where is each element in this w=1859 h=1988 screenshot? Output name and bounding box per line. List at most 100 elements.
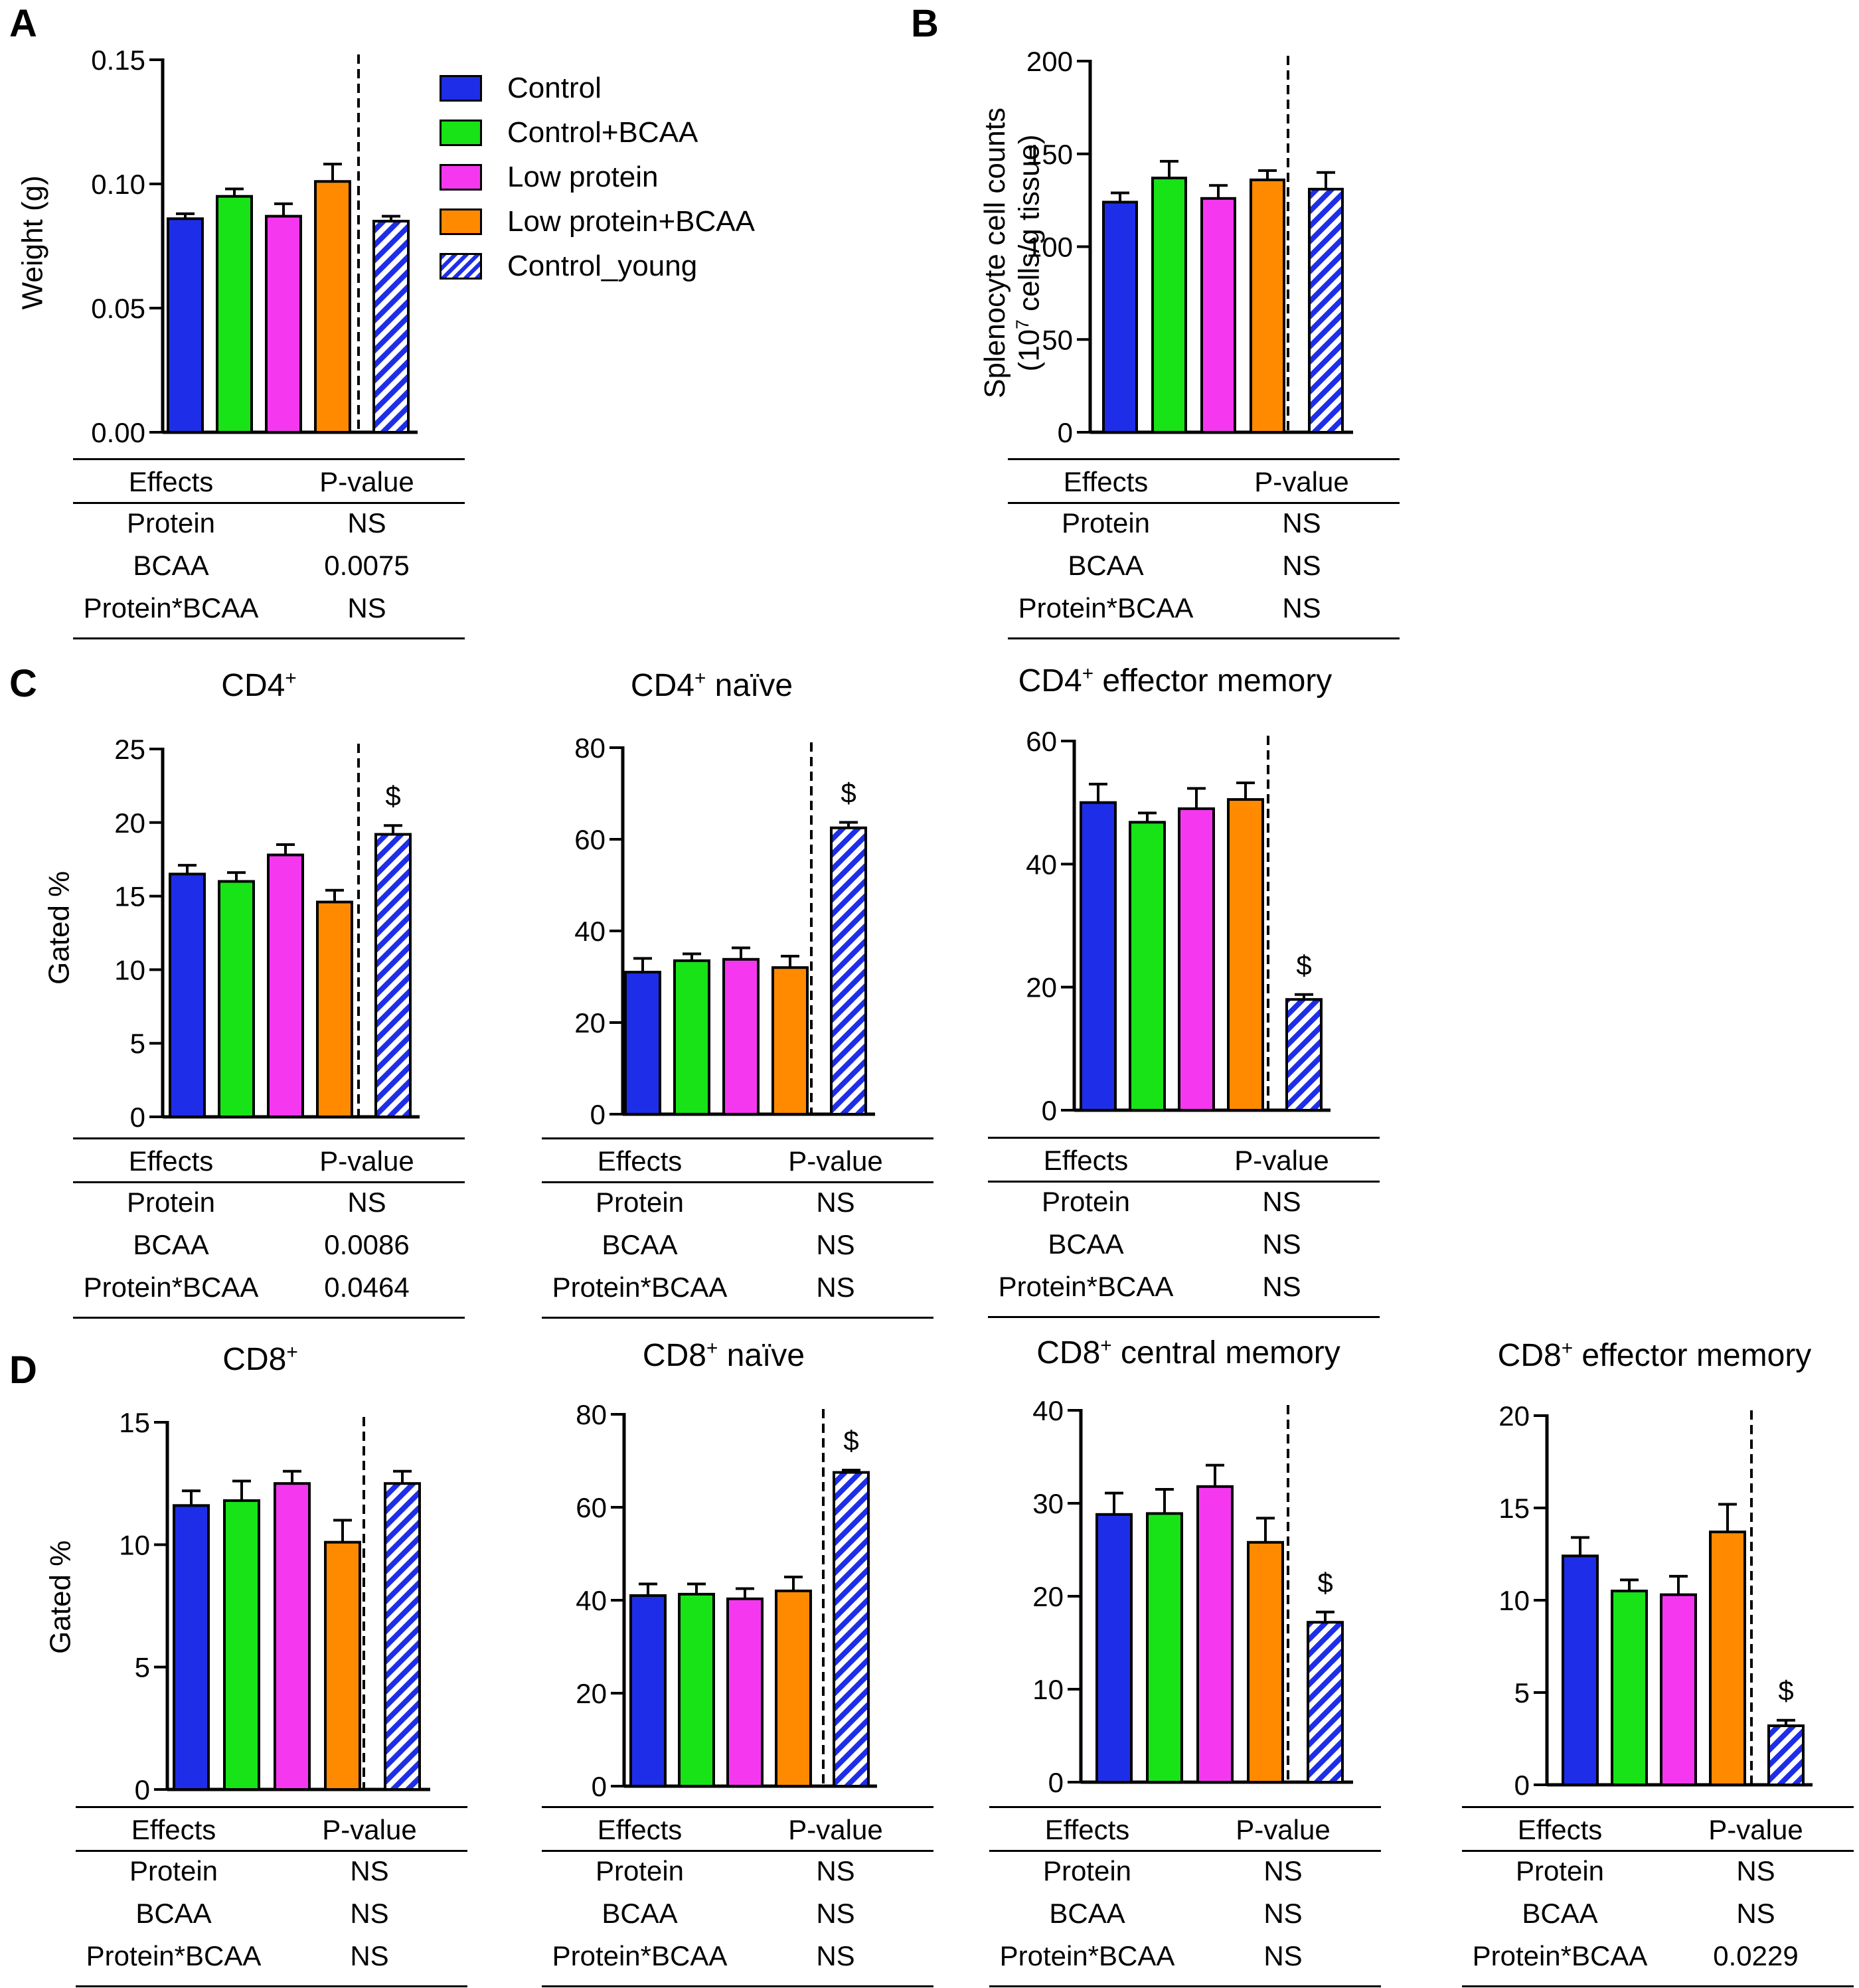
y-tick-label: 20 — [114, 807, 145, 839]
y-tick-label: 0 — [1048, 1767, 1064, 1798]
bar-control-bcaa — [678, 1592, 715, 1787]
p-value: NS — [816, 1855, 855, 1886]
effect-name: Protein — [126, 507, 216, 538]
pvalue-header: P-value — [788, 1814, 883, 1845]
effects-header: Effects — [1063, 466, 1149, 497]
p-value: NS — [350, 1940, 389, 1971]
table-top-rule — [989, 1806, 1381, 1808]
chart-title-d3: CD8+ central memory — [1036, 1335, 1340, 1370]
panel-letter-b: B — [911, 2, 939, 45]
p-value: 0.0086 — [324, 1229, 410, 1260]
significance-marker: $ — [843, 1425, 858, 1456]
y-tick-label: 0 — [592, 1771, 607, 1802]
panel-letter-c: C — [9, 662, 37, 705]
effect-name: BCAA — [135, 1898, 212, 1929]
y-tick-label: 10 — [1498, 1585, 1530, 1616]
effect-name: BCAA — [602, 1898, 678, 1929]
p-value: NS — [1736, 1855, 1775, 1886]
y-tick-label: 40 — [1026, 849, 1057, 880]
bar-control-young — [833, 1471, 870, 1787]
bar-control-bcaa — [673, 959, 710, 1116]
effect-name: Protein*BCAA — [998, 1271, 1174, 1302]
y-tick-label: 0.15 — [91, 44, 145, 76]
table-header-rule — [1008, 502, 1400, 504]
table-header-rule — [73, 502, 465, 504]
table-bottom-rule — [76, 1985, 467, 1987]
stats-table-c2: Effects P-value Protein NS BCAA NS Protein*BCA… — [542, 1137, 933, 1319]
bar-control — [629, 1594, 667, 1787]
effect-name: Protein*BCAA — [83, 1272, 259, 1303]
table-top-rule — [73, 458, 465, 460]
legend-swatch-low-protein — [440, 164, 482, 191]
stats-table-d2: Effects P-value Protein NS BCAA NS Protein*BCA… — [542, 1806, 933, 1988]
bar-control-bcaa — [223, 1499, 260, 1791]
y-tick-label: 25 — [114, 734, 145, 765]
effect-name: Protein*BCAA — [552, 1940, 728, 1971]
bar-low-protein-bcaa — [1227, 798, 1264, 1112]
y-tick-label: 20 — [576, 1678, 607, 1709]
effect-name: BCAA — [1068, 550, 1144, 581]
y-tick-label: 0 — [130, 1102, 145, 1133]
bar-low-protein-bcaa — [1247, 1540, 1284, 1784]
effect-name: Protein — [1515, 1855, 1605, 1886]
legend-label: Control+BCAA — [507, 116, 698, 149]
legend-item-control-young: Control_young — [440, 250, 697, 283]
table-header-rule — [76, 1850, 467, 1852]
table-top-rule — [1462, 1806, 1854, 1808]
bar-control-bcaa — [218, 880, 255, 1118]
y-tick-label: 20 — [574, 1007, 606, 1038]
bar-control-young — [374, 833, 412, 1118]
pvalue-header: P-value — [322, 1814, 417, 1845]
bar-control — [1562, 1554, 1599, 1787]
bar-control-young — [830, 826, 867, 1116]
bar-low-protein-bcaa — [771, 966, 809, 1116]
effect-name: Protein — [126, 1187, 216, 1218]
legend-swatch-control-young — [440, 253, 482, 280]
chart-title-d4: CD8+ effector memory — [1497, 1337, 1812, 1373]
table-header-rule — [988, 1181, 1380, 1183]
p-value: NS — [1263, 1855, 1303, 1886]
pvalue-header: P-value — [1254, 466, 1349, 497]
effect-name: Protein*BCAA — [83, 592, 259, 623]
bar-low-protein-bcaa — [324, 1540, 361, 1791]
stats-table-d4: Effects P-value Protein NS BCAA NS Protein*BCA… — [1462, 1806, 1854, 1988]
pvalue-header: P-value — [788, 1145, 883, 1177]
effect-name: Protein — [129, 1855, 218, 1886]
bar-control — [1095, 1513, 1133, 1784]
pvalue-header: P-value — [319, 466, 414, 497]
bar-low-protein — [726, 1597, 764, 1787]
bar-control — [1102, 201, 1138, 434]
pvalue-header: P-value — [1236, 1814, 1331, 1845]
legend-label: Control_young — [507, 250, 698, 282]
y-tick-label: 0 — [1042, 1095, 1057, 1126]
table-bottom-rule — [989, 1985, 1381, 1987]
effects-header: Effects — [128, 466, 214, 497]
effects-header: Effects — [1043, 1145, 1129, 1176]
p-value: NS — [816, 1272, 855, 1303]
y-tick-label: 0.00 — [91, 417, 145, 448]
table-header-rule — [73, 1181, 465, 1183]
bar-low-protein-bcaa — [314, 180, 351, 434]
effect-name: Protein*BCAA — [999, 1940, 1175, 1971]
y-tick-label: 0 — [1058, 417, 1073, 448]
y-tick-label: 20 — [1498, 1400, 1530, 1432]
bar-control-young — [1767, 1724, 1805, 1787]
bar-low-protein — [274, 1482, 311, 1791]
effects-header: Effects — [1044, 1814, 1130, 1845]
y-tick-label: 80 — [576, 1399, 607, 1430]
bar-low-protein — [1200, 197, 1236, 434]
bar-control-young — [1307, 1621, 1344, 1783]
stats-table-a: Effects P-value Protein NS BCAA 0.0075 Protein… — [73, 458, 465, 640]
p-value: NS — [816, 1898, 855, 1929]
bar-low-protein — [1178, 807, 1215, 1112]
legend-label: Low protein — [507, 161, 659, 193]
chart-title-c2: CD4+ naïve — [630, 667, 793, 703]
bar-control — [1080, 801, 1117, 1112]
legend-swatch-control-bcaa — [440, 120, 482, 146]
y-tick-label: 60 — [576, 1492, 607, 1523]
p-value: NS — [1263, 1898, 1303, 1929]
table-top-rule — [542, 1137, 933, 1139]
bar-low-protein-bcaa — [1709, 1531, 1746, 1786]
bar-control-bcaa — [1129, 821, 1166, 1112]
y-tick-label: 10 — [119, 1529, 150, 1560]
